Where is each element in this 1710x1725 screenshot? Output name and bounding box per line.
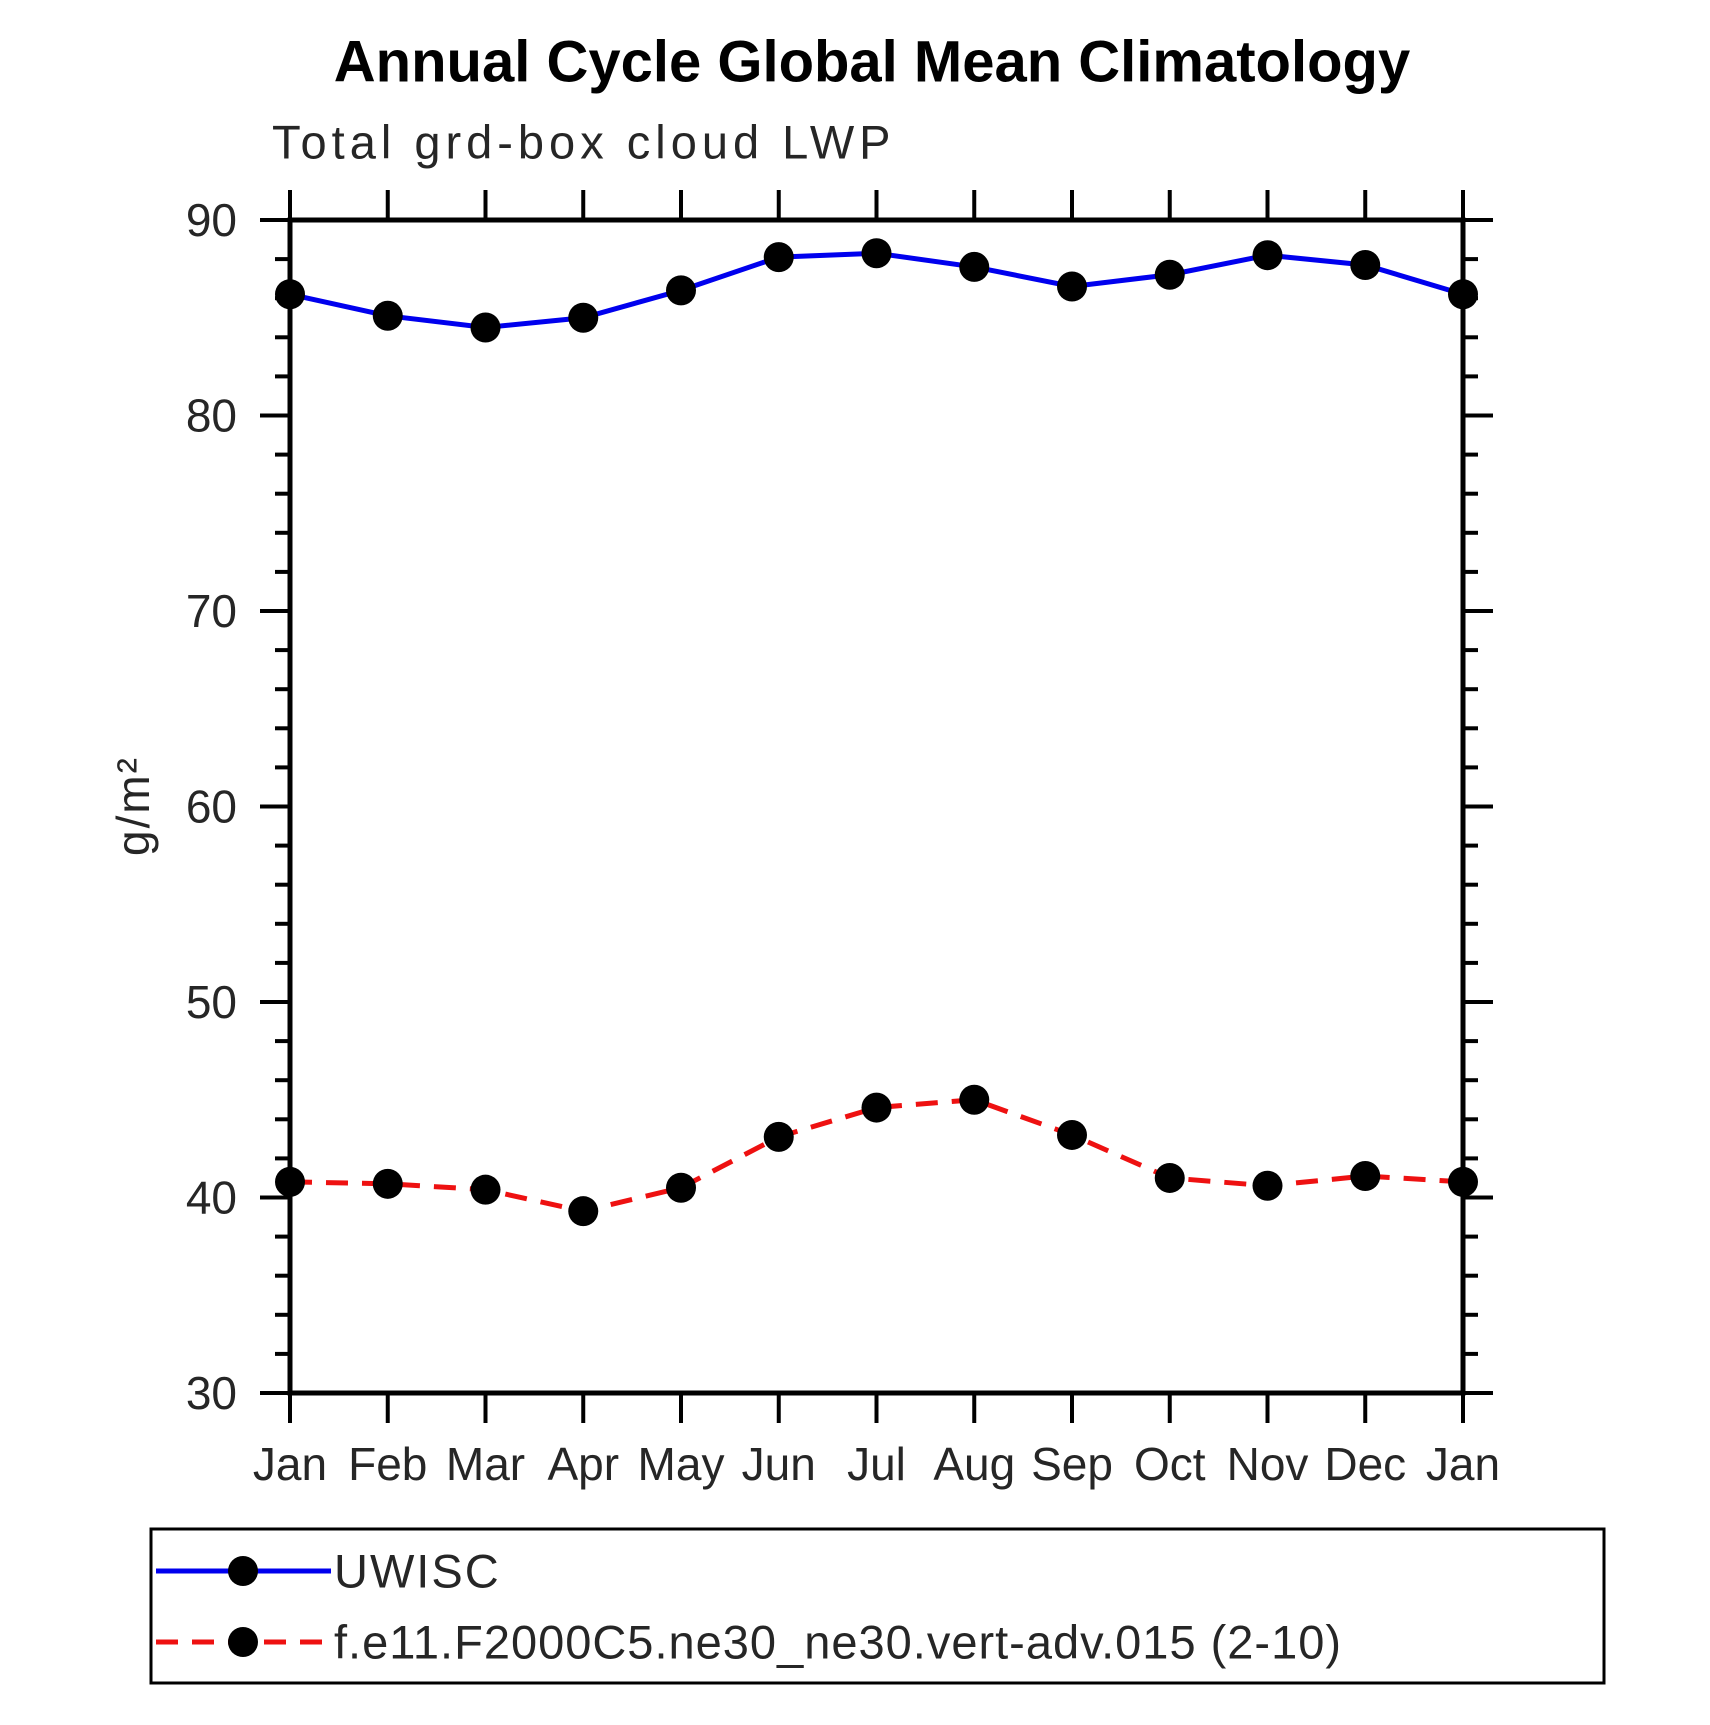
- data-point-marker: [568, 1196, 599, 1227]
- x-tick-label: Dec: [1324, 1438, 1406, 1490]
- data-series: [275, 238, 1478, 1227]
- data-point-marker: [1448, 279, 1478, 310]
- data-point-marker: [372, 300, 403, 331]
- data-point-marker: [568, 302, 599, 333]
- y-axis-label: g/m²: [107, 756, 159, 856]
- data-point-marker: [666, 275, 696, 306]
- y-tick-label: 70: [186, 585, 237, 637]
- y-tick-label: 30: [186, 1367, 237, 1419]
- data-point-marker: [763, 242, 794, 273]
- y-tick-label: 80: [186, 390, 237, 442]
- x-tick-label: Jan: [253, 1438, 327, 1490]
- x-tick-label: Jul: [847, 1438, 906, 1490]
- legend-label: UWISC: [334, 1545, 501, 1598]
- data-point-marker: [470, 1174, 501, 1205]
- data-point-marker: [1154, 259, 1185, 290]
- legend-label: f.e11.F2000C5.ne30_ne30.vert-adv.015 (2-…: [334, 1616, 1342, 1669]
- x-tick-label: Sep: [1031, 1438, 1113, 1490]
- legend-box: UWISC f.e11.F2000C5.ne30_ne30.vert-adv.0…: [149, 1527, 1606, 1685]
- x-tick-label: May: [638, 1438, 725, 1490]
- x-tick-label: Jun: [742, 1438, 816, 1490]
- data-point-marker: [372, 1168, 403, 1199]
- x-tick-label: Oct: [1134, 1438, 1206, 1490]
- data-point-marker: [861, 1092, 892, 1123]
- legend-marker-icon: [228, 1627, 258, 1657]
- x-tick-label: Mar: [446, 1438, 525, 1490]
- y-tick-label: 50: [186, 976, 237, 1028]
- x-tick-label: Apr: [547, 1438, 619, 1490]
- data-point-marker: [1252, 240, 1283, 271]
- y-tick-label: 40: [186, 1172, 237, 1224]
- legend-marker-icon: [228, 1556, 258, 1586]
- x-tick-label: Aug: [933, 1438, 1015, 1490]
- legend-border: [149, 1527, 1606, 1685]
- data-point-marker: [1350, 1160, 1381, 1191]
- axes-ticks: 30 40 50 60 70 80 90 Jan Feb Mar Apr May Jun Jul Aug Se…: [186, 190, 1500, 1490]
- plot-frame: [287, 217, 1466, 1396]
- data-point-marker: [959, 1084, 990, 1115]
- data-point-marker: [275, 279, 305, 310]
- x-tick-label: Jan: [1426, 1438, 1500, 1490]
- data-point-marker: [470, 312, 501, 343]
- page-title: Annual Cycle Global Mean Climatology: [334, 30, 1410, 95]
- data-point-marker: [1057, 1119, 1087, 1150]
- data-point-marker: [1252, 1170, 1283, 1201]
- y-tick-label: 60: [186, 781, 237, 833]
- x-tick-label: Feb: [348, 1438, 427, 1490]
- plot-subtitle: Total grd-box cloud LWP: [272, 116, 896, 169]
- data-point-marker: [1350, 249, 1381, 280]
- legend-entry: UWISC: [156, 1545, 501, 1598]
- data-point-marker: [1154, 1162, 1185, 1193]
- data-point-marker: [861, 238, 892, 269]
- legend-entry: f.e11.F2000C5.ne30_ne30.vert-adv.015 (2-…: [156, 1616, 1342, 1669]
- y-tick-label: 90: [186, 194, 237, 246]
- data-point-marker: [275, 1166, 305, 1197]
- data-point-marker: [1057, 271, 1087, 302]
- data-point-marker: [666, 1172, 696, 1203]
- data-point-marker: [763, 1121, 794, 1152]
- data-point-marker: [959, 251, 990, 282]
- data-point-marker: [1448, 1166, 1478, 1197]
- x-tick-label: Nov: [1227, 1438, 1309, 1490]
